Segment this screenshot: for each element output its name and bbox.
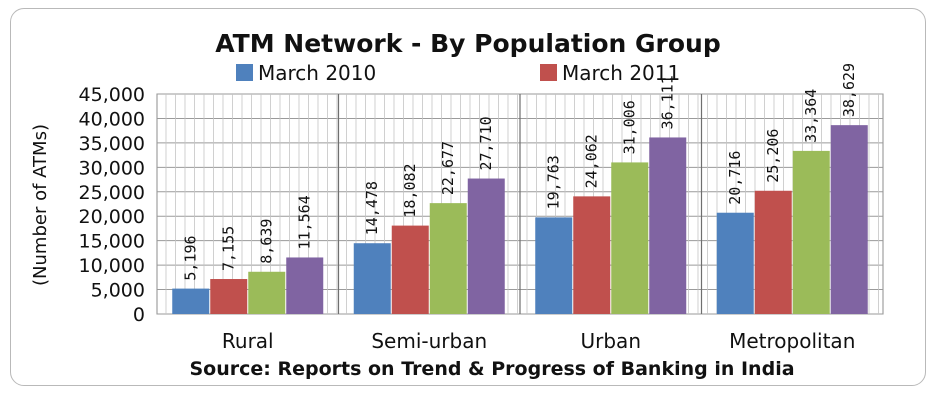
data-labels: 5,196 7,155 8,639 11,564 14,478 18,082 22,677 2… [182, 63, 859, 281]
data-label: 18,082 [401, 163, 419, 217]
bar [716, 212, 754, 314]
category-labels: Rural Semi-urban Urban Metropolitan [222, 329, 855, 353]
y-tick-label: 30,000 [79, 157, 145, 179]
bar [286, 257, 324, 314]
bars [172, 125, 868, 314]
legend: March 2010 March 2011 [236, 61, 680, 85]
bar [210, 279, 248, 314]
bar [248, 271, 286, 314]
y-tick-label: 20,000 [79, 206, 145, 228]
bar [535, 217, 573, 314]
bar [172, 288, 210, 314]
y-tick-label: 15,000 [79, 231, 145, 253]
data-label: 31,006 [621, 100, 639, 154]
bar [467, 178, 505, 314]
data-label: 24,062 [583, 134, 601, 188]
data-label: 22,677 [439, 141, 457, 195]
category-label: Semi-urban [371, 329, 487, 353]
legend-swatch-march-2010 [236, 64, 253, 81]
data-label: 25,206 [764, 129, 782, 183]
y-tick-label: 10,000 [79, 255, 145, 277]
data-label: 11,564 [296, 195, 314, 249]
bar [391, 225, 429, 314]
y-tick-label: 40,000 [79, 108, 145, 130]
chart-title: ATM Network - By Population Group [215, 29, 720, 58]
data-label: 33,364 [802, 89, 820, 143]
bar [573, 196, 611, 314]
data-label: 14,478 [363, 181, 381, 235]
y-tick-label: 5,000 [91, 280, 145, 302]
y-tick-label: 35,000 [79, 133, 145, 155]
bar [611, 162, 649, 314]
bar [429, 203, 467, 314]
bar [353, 243, 391, 314]
y-tick-label: 0 [133, 304, 145, 326]
data-label: 7,155 [220, 226, 238, 271]
bar [754, 190, 792, 314]
y-axis-label: (Number of ATMs) [30, 124, 51, 286]
y-tick-label: 25,000 [79, 182, 145, 204]
bar [649, 137, 687, 314]
bar [830, 125, 868, 314]
y-tick-label: 45,000 [79, 84, 145, 106]
legend-swatch-march-2011 [540, 64, 557, 81]
data-label: 5,196 [182, 235, 200, 280]
legend-label-march-2011: March 2011 [562, 61, 680, 85]
data-label: 38,629 [840, 63, 858, 117]
data-label: 20,716 [726, 151, 744, 205]
category-label: Rural [222, 329, 274, 353]
data-label: 36,111 [659, 75, 677, 129]
data-label: 8,639 [258, 219, 276, 264]
data-label: 19,763 [545, 155, 563, 209]
source-note: Source: Reports on Trend & Progress of B… [189, 358, 794, 380]
data-label: 27,710 [477, 116, 495, 170]
category-label: Metropolitan [729, 329, 855, 353]
legend-label-march-2010: March 2010 [258, 61, 376, 85]
bar [792, 150, 830, 314]
category-label: Urban [581, 329, 642, 353]
